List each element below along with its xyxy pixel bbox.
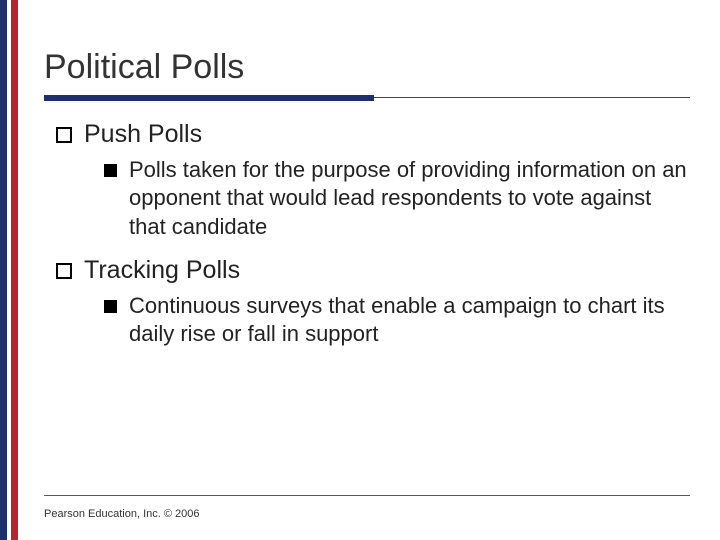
stripe-red: [11, 0, 18, 540]
list-item-label: Push Polls: [84, 119, 202, 150]
left-stripe-decoration: [0, 0, 18, 540]
slide-title: Political Polls: [44, 48, 690, 93]
list-item-label: Tracking Polls: [84, 255, 240, 286]
title-underline-thick: [44, 95, 374, 101]
title-underline-thin: [374, 97, 690, 98]
filled-square-bullet-icon: [104, 164, 117, 177]
list-subitem: Polls taken for the purpose of providing…: [104, 156, 690, 240]
list-subitem-text: Continuous surveys that enable a campaig…: [129, 292, 689, 348]
filled-square-bullet-icon: [104, 300, 117, 313]
hollow-square-bullet-icon: [56, 263, 72, 279]
hollow-square-bullet-icon: [56, 127, 72, 143]
footer-text: Pearson Education, Inc. © 2006: [44, 508, 199, 520]
list-subitem: Continuous surveys that enable a campaig…: [104, 292, 690, 348]
list-subitem-text: Polls taken for the purpose of providing…: [129, 156, 689, 240]
footer-rule: [44, 495, 690, 496]
slide-body: Push Polls Polls taken for the purpose o…: [44, 119, 690, 348]
list-item: Push Polls: [56, 119, 690, 150]
list-item: Tracking Polls: [56, 255, 690, 286]
stripe-navy: [0, 0, 7, 540]
slide-content: Political Polls Push Polls Polls taken f…: [18, 0, 720, 540]
title-underline: [44, 95, 690, 101]
